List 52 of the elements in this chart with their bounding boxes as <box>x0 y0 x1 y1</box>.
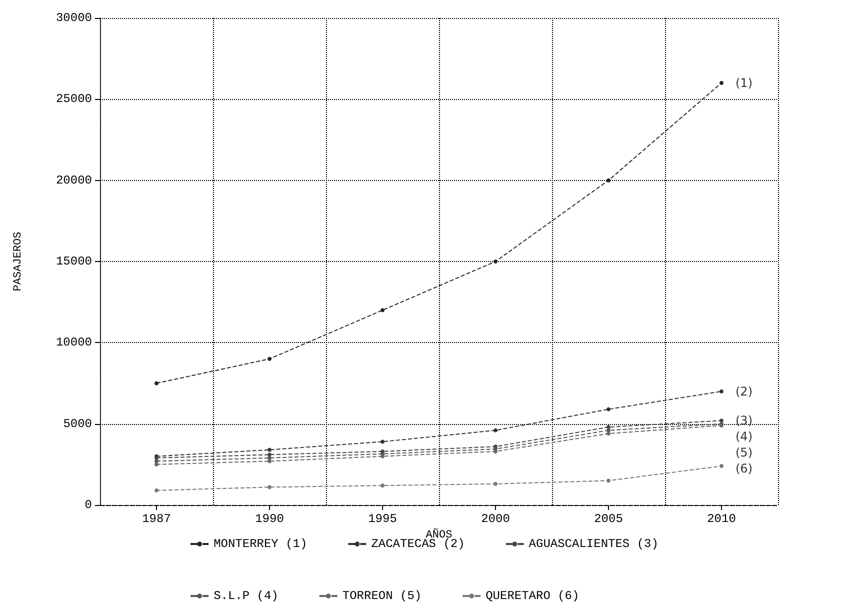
y-tick-label: 15000 <box>56 254 92 268</box>
point <box>268 485 272 490</box>
point <box>720 80 724 85</box>
y-tick-label: 0 <box>84 498 92 512</box>
legend-label: MONTERREY (1) <box>214 537 308 551</box>
point <box>268 356 272 361</box>
y-axis-title: PASAJEROS <box>12 231 24 292</box>
point <box>154 459 158 464</box>
x-tick-label: 2010 <box>707 512 736 526</box>
annotation: (6) <box>736 462 752 476</box>
legend-label: QUERETARO (6) <box>486 589 580 603</box>
annotation: (1) <box>736 76 752 90</box>
point <box>268 459 272 464</box>
x-tick-label: 2000 <box>481 512 510 526</box>
annotation: (5) <box>736 446 752 460</box>
point <box>494 428 498 432</box>
point <box>494 449 498 454</box>
point <box>606 178 610 182</box>
legend-label: S.L.P (4) <box>214 589 278 603</box>
point <box>268 456 272 460</box>
point <box>606 432 610 436</box>
point <box>268 448 272 452</box>
point <box>154 488 158 492</box>
point <box>720 389 724 394</box>
point <box>606 478 610 483</box>
x-tick-label: 2005 <box>594 512 623 526</box>
point <box>606 407 610 412</box>
y-tick-label: 5000 <box>63 416 92 431</box>
legend-label: TORREON (5) <box>342 589 422 603</box>
point <box>606 425 610 430</box>
y-tick-label: 30000 <box>56 11 92 25</box>
point <box>720 418 724 423</box>
annotation: (2) <box>736 384 752 398</box>
y-tick-label: 25000 <box>56 92 92 106</box>
annotation: (3) <box>736 414 752 428</box>
annotation: (4) <box>736 430 752 444</box>
point <box>154 462 158 466</box>
point <box>380 308 384 312</box>
x-tick-label: 1995 <box>368 512 397 526</box>
point <box>154 381 158 386</box>
point <box>380 440 384 444</box>
y-tick-label: 20000 <box>56 173 92 188</box>
point <box>720 464 724 468</box>
x-tick-label: 1987 <box>142 512 171 526</box>
point <box>380 454 384 458</box>
point <box>494 260 498 264</box>
point <box>380 484 384 488</box>
y-tick-label: 10000 <box>56 336 92 350</box>
point <box>268 452 272 457</box>
legend-label: AGUASCALIENTES (3) <box>528 537 658 551</box>
x-tick-label: 1990 <box>255 512 284 526</box>
point <box>494 482 498 486</box>
